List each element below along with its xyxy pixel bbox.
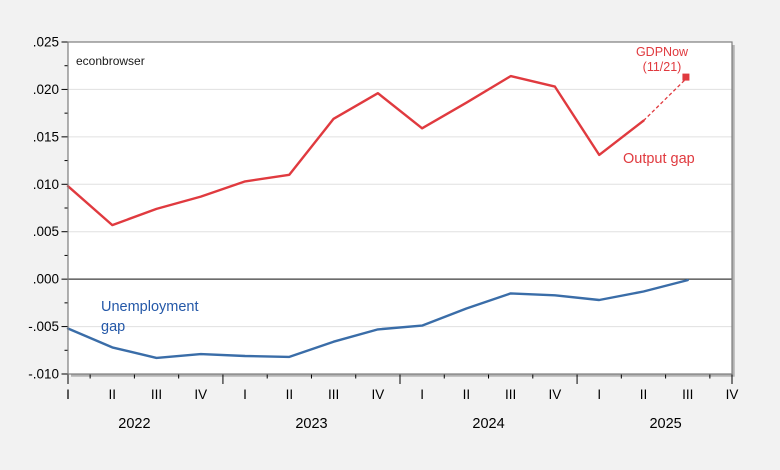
x-axis-quarter-label: I — [243, 387, 247, 402]
output-gap-line — [66, 74, 645, 227]
x-axis-year-label: 2022 — [118, 416, 150, 432]
y-axis-label: .005 — [33, 224, 59, 239]
x-axis-quarter-label: IV — [194, 387, 207, 402]
x-axis-quarter-label: IV — [726, 387, 739, 402]
x-axis-quarter-label: III — [505, 387, 516, 402]
x-axis-quarter-label: IV — [371, 387, 384, 402]
y-axis-label: .025 — [33, 35, 59, 50]
x-axis-quarter-label: I — [66, 387, 70, 402]
gdpnow-connector — [643, 78, 687, 122]
x-axis-quarter-label: III — [328, 387, 339, 402]
unemployment-gap-series-label-line2: gap — [101, 319, 126, 335]
y-axis-label: -.005 — [28, 319, 59, 334]
plot-frame-shadow — [71, 45, 735, 377]
x-axis-year-label: 2024 — [472, 416, 504, 432]
x-axis-quarter-label: III — [151, 387, 162, 402]
unemployment-gap-series-label-line1: Unemployment — [101, 299, 199, 315]
gdpnow-annotation-line1: GDPNow — [635, 45, 689, 59]
output-gap-series-label: Output gap — [623, 151, 695, 167]
gdpnow-annotation-line2: (11/21) — [642, 60, 682, 74]
x-axis-quarter-label: II — [640, 387, 648, 402]
y-axis-label: .010 — [33, 177, 59, 192]
x-axis-year-label: 2025 — [649, 416, 681, 432]
x-axis-quarter-label: II — [463, 387, 471, 402]
plot-frame — [67, 41, 733, 375]
x-axis-quarter-label: I — [420, 387, 424, 402]
x-axis-year-label: 2023 — [295, 416, 327, 432]
plot-background — [68, 42, 732, 374]
x-axis-quarter-label: II — [286, 387, 294, 402]
gdpnow-annotation: GDPNow (11/21) — [628, 45, 696, 75]
y-axis-label: .020 — [33, 82, 59, 97]
x-axis-quarter-label: III — [682, 387, 693, 402]
x-axis-quarter-label: I — [597, 387, 601, 402]
unemployment-gap-line — [66, 278, 689, 360]
watermark-label: econbrowser — [76, 54, 145, 68]
x-axis-quarter-label: IV — [549, 387, 562, 402]
gdpnow-marker — [682, 73, 690, 81]
y-axis-label: .015 — [33, 129, 59, 144]
y-axis-label: -.010 — [28, 367, 59, 382]
y-axis-label: .000 — [33, 272, 59, 287]
unemployment-gap-series-label: Unemployment gap — [101, 297, 199, 337]
x-axis-quarter-label: II — [109, 387, 117, 402]
